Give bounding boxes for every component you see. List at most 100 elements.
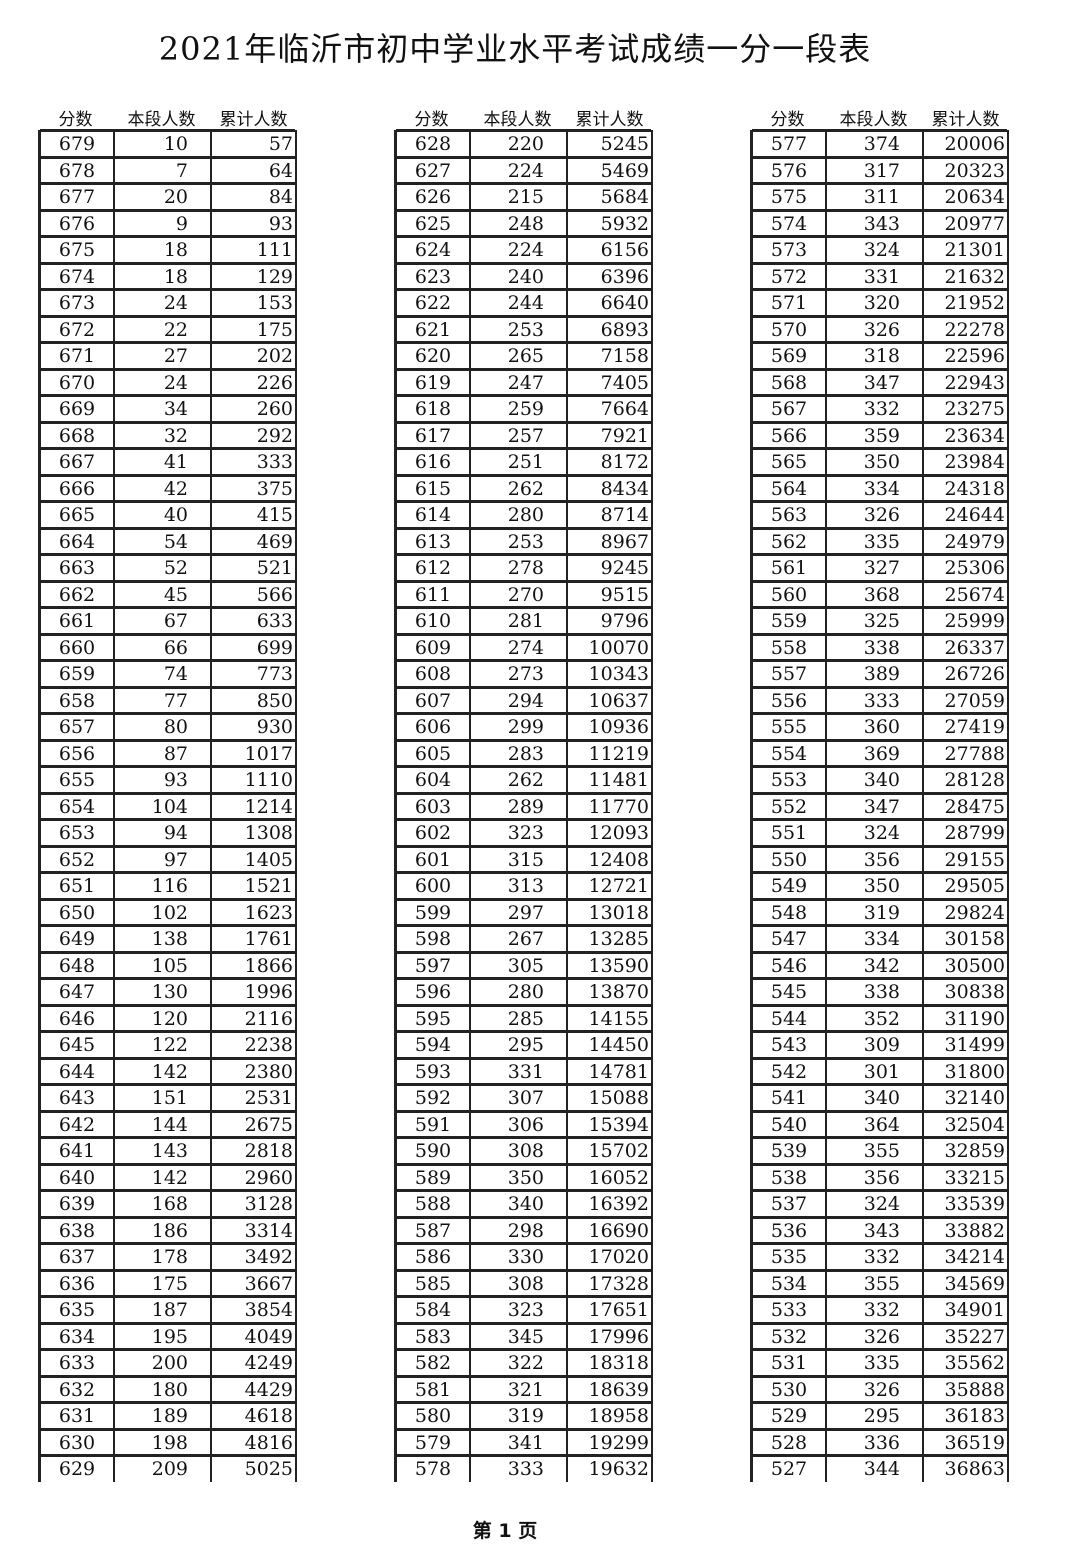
count-cell: 324 [825, 1192, 922, 1217]
count-cell: 332 [825, 1245, 922, 1270]
cumulative-cell: 34901 [922, 1298, 1009, 1323]
count-cell: 151 [113, 1086, 210, 1111]
count-cell: 195 [113, 1324, 210, 1349]
count-cell: 104 [113, 794, 210, 819]
cumulative-cell: 4816 [210, 1430, 297, 1455]
score-cell: 606 [394, 715, 469, 740]
count-cell: 301 [825, 1059, 922, 1084]
score-cell: 568 [750, 370, 825, 395]
count-cell: 343 [825, 211, 922, 236]
score-cell: 553 [750, 768, 825, 793]
cumulative-cell: 18639 [566, 1377, 653, 1402]
cumulative-cell: 5245 [566, 132, 653, 157]
cumulative-cell: 12721 [566, 874, 653, 899]
count-cell: 257 [469, 423, 566, 448]
count-cell: 356 [825, 1165, 922, 1190]
cumulative-cell: 4249 [210, 1351, 297, 1376]
cumulative-cell: 1405 [210, 847, 297, 872]
table-row: 540 364 32504 [750, 1110, 1009, 1137]
table-row: 597 305 13590 [394, 951, 653, 978]
table-row: 653 94 1308 [38, 819, 297, 846]
cumulative-cell: 20977 [922, 211, 1009, 236]
score-cell: 671 [38, 344, 113, 369]
score-cell: 622 [394, 291, 469, 316]
table-row: 676 9 93 [38, 209, 297, 236]
score-cell: 577 [750, 132, 825, 157]
table-row: 633 200 4249 [38, 1349, 297, 1376]
count-cell: 40 [113, 503, 210, 528]
count-cell: 320 [825, 291, 922, 316]
table-row: 550 356 29155 [750, 845, 1009, 872]
table-row: 596 280 13870 [394, 978, 653, 1005]
score-cell: 638 [38, 1218, 113, 1243]
score-cell: 550 [750, 847, 825, 872]
cumulative-cell: 17996 [566, 1324, 653, 1349]
cumulative-cell: 2960 [210, 1165, 297, 1190]
score-cell: 603 [394, 794, 469, 819]
table-row: 644 142 2380 [38, 1057, 297, 1084]
count-cell: 18 [113, 238, 210, 263]
count-cell: 326 [825, 1377, 922, 1402]
score-cell: 555 [750, 715, 825, 740]
count-cell: 332 [825, 1298, 922, 1323]
table-row: 659 74 773 [38, 660, 297, 687]
score-cell: 593 [394, 1059, 469, 1084]
cumulative-cell: 64 [210, 158, 297, 183]
count-cell: 9 [113, 211, 210, 236]
score-cell: 596 [394, 980, 469, 1005]
table-row: 607 294 10637 [394, 686, 653, 713]
header-count: 本段人数 [127, 109, 196, 130]
count-cell: 331 [469, 1059, 566, 1084]
cumulative-cell: 28475 [922, 794, 1009, 819]
count-cell: 295 [825, 1404, 922, 1429]
cumulative-cell: 111 [210, 238, 297, 263]
score-cell: 648 [38, 953, 113, 978]
cumulative-cell: 7921 [566, 423, 653, 448]
cumulative-cell: 469 [210, 529, 297, 554]
table-row: 572 331 21632 [750, 262, 1009, 289]
table-row: 623 240 6396 [394, 262, 653, 289]
score-cell: 545 [750, 980, 825, 1005]
score-cell: 674 [38, 264, 113, 289]
count-cell: 347 [825, 370, 922, 395]
cumulative-cell: 26337 [922, 635, 1009, 660]
count-cell: 142 [113, 1165, 210, 1190]
score-cell: 620 [394, 344, 469, 369]
cumulative-cell: 10936 [566, 715, 653, 740]
table-row: 593 331 14781 [394, 1057, 653, 1084]
count-cell: 248 [469, 211, 566, 236]
table-row: 655 93 1110 [38, 766, 297, 793]
score-cell: 537 [750, 1192, 825, 1217]
table-row: 601 315 12408 [394, 845, 653, 872]
score-cell: 534 [750, 1271, 825, 1296]
cumulative-cell: 11770 [566, 794, 653, 819]
cumulative-cell: 5025 [210, 1457, 297, 1482]
score-cell: 612 [394, 556, 469, 581]
cumulative-cell: 415 [210, 503, 297, 528]
table-row: 543 309 31499 [750, 1031, 1009, 1058]
cumulative-cell: 20634 [922, 185, 1009, 210]
count-cell: 280 [469, 503, 566, 528]
cumulative-cell: 20323 [922, 158, 1009, 183]
table-row: 551 324 28799 [750, 819, 1009, 846]
cumulative-cell: 17651 [566, 1298, 653, 1323]
count-cell: 251 [469, 450, 566, 475]
count-cell: 347 [825, 794, 922, 819]
count-cell: 200 [113, 1351, 210, 1376]
count-cell: 94 [113, 821, 210, 846]
count-cell: 330 [469, 1245, 566, 1270]
score-cell: 615 [394, 476, 469, 501]
table-row: 643 151 2531 [38, 1084, 297, 1111]
table-row: 582 322 18318 [394, 1349, 653, 1376]
count-cell: 52 [113, 556, 210, 581]
count-cell: 342 [825, 953, 922, 978]
cumulative-cell: 175 [210, 317, 297, 342]
count-cell: 350 [825, 874, 922, 899]
score-cell: 609 [394, 635, 469, 660]
count-cell: 338 [825, 635, 922, 660]
table-row: 542 301 31800 [750, 1057, 1009, 1084]
table-row: 639 168 3128 [38, 1190, 297, 1217]
table-row: 585 308 17328 [394, 1269, 653, 1296]
table-row: 565 350 23984 [750, 448, 1009, 475]
table-row: 534 355 34569 [750, 1269, 1009, 1296]
